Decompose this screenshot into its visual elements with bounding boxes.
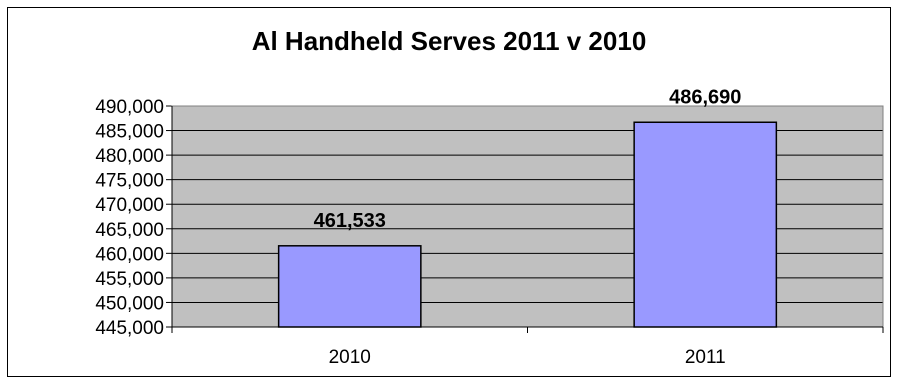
- data-label: 461,533: [314, 210, 386, 232]
- x-tick-label: 2011: [685, 347, 726, 368]
- data-label: 486,690: [669, 86, 741, 108]
- y-tick-label: 465,000: [95, 220, 164, 241]
- y-tick-label: 445,000: [95, 318, 164, 339]
- x-tick-label: 2010: [329, 347, 371, 368]
- bar: [633, 121, 778, 328]
- y-tick-label: 470,000: [95, 195, 164, 216]
- y-tick-label: 480,000: [95, 146, 164, 167]
- bar: [277, 245, 422, 328]
- plot-area: 445,000 450,000 455,000 460,000 465,000 470,0…: [95, 86, 884, 368]
- y-tick-label: 490,000: [95, 97, 164, 118]
- y-tick-label: 450,000: [95, 293, 164, 314]
- y-tick-label: 460,000: [95, 244, 164, 265]
- chart-title: Al Handheld Serves 2011 v 2010: [252, 26, 647, 56]
- y-tick-label: 485,000: [95, 122, 164, 143]
- y-tick-label: 455,000: [95, 269, 164, 290]
- y-tick-label: 475,000: [95, 171, 164, 192]
